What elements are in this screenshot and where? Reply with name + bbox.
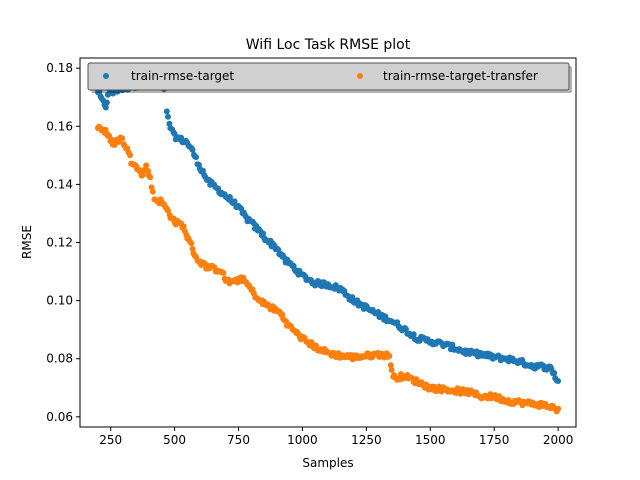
data-point: [139, 171, 146, 178]
data-point: [163, 108, 170, 115]
x-tick-label: 750: [227, 433, 250, 447]
chart-title: Wifi Loc Task RMSE plot: [246, 37, 411, 53]
data-point: [103, 99, 110, 106]
data-point: [178, 134, 185, 141]
data-point: [555, 378, 562, 385]
y-tick-label: 0.10: [46, 294, 73, 308]
data-point: [555, 405, 562, 412]
data-point: [102, 104, 109, 111]
points-layer: [94, 79, 562, 415]
y-tick-label: 0.12: [46, 236, 73, 250]
x-tick-label: 2000: [543, 433, 574, 447]
data-point: [111, 142, 118, 149]
data-point: [220, 269, 227, 276]
data-point: [260, 230, 267, 237]
x-axis-ticks: 250 500 750 1000 1250 1500 1750 2000: [99, 427, 573, 447]
y-tick-label: 0.18: [46, 61, 73, 75]
x-axis-label: Samples: [302, 456, 353, 470]
data-point: [410, 331, 417, 338]
data-point: [119, 135, 126, 142]
data-point: [189, 146, 196, 153]
data-point: [386, 352, 393, 359]
y-axis-label: RMSE: [20, 225, 34, 259]
legend-label-transfer: train-rmse-target-transfer: [383, 69, 538, 83]
series-target: [95, 79, 562, 385]
data-point: [188, 240, 195, 247]
x-tick-label: 1250: [351, 433, 382, 447]
x-tick-label: 1750: [479, 433, 510, 447]
data-point: [388, 366, 395, 373]
x-tick-label: 250: [99, 433, 122, 447]
data-point: [193, 154, 200, 161]
y-axis-ticks: 0.06 0.08 0.10 0.12 0.14 0.16 0.18: [46, 61, 80, 424]
y-tick-label: 0.06: [46, 410, 73, 424]
data-point: [387, 362, 394, 369]
y-tick-label: 0.08: [46, 352, 73, 366]
data-point: [231, 198, 238, 205]
data-point: [149, 188, 156, 195]
data-point: [551, 370, 558, 377]
data-point: [143, 162, 150, 169]
data-point: [349, 294, 356, 301]
data-point: [147, 174, 154, 181]
x-tick-label: 1000: [287, 433, 318, 447]
x-tick-label: 500: [163, 433, 186, 447]
data-point: [127, 152, 134, 159]
data-point: [180, 223, 187, 230]
y-tick-label: 0.14: [46, 177, 73, 191]
legend-label-target: train-rmse-target: [131, 69, 234, 83]
series-transfer: [94, 123, 562, 415]
legend: train-rmse-target train-rmse-target-tran…: [87, 62, 572, 93]
legend-box: [87, 62, 570, 91]
data-point: [402, 326, 409, 333]
legend-marker-target: [103, 73, 109, 79]
legend-marker-transfer: [357, 73, 363, 79]
y-tick-label: 0.16: [46, 119, 73, 133]
x-tick-label: 1500: [415, 433, 446, 447]
data-point: [165, 113, 171, 120]
